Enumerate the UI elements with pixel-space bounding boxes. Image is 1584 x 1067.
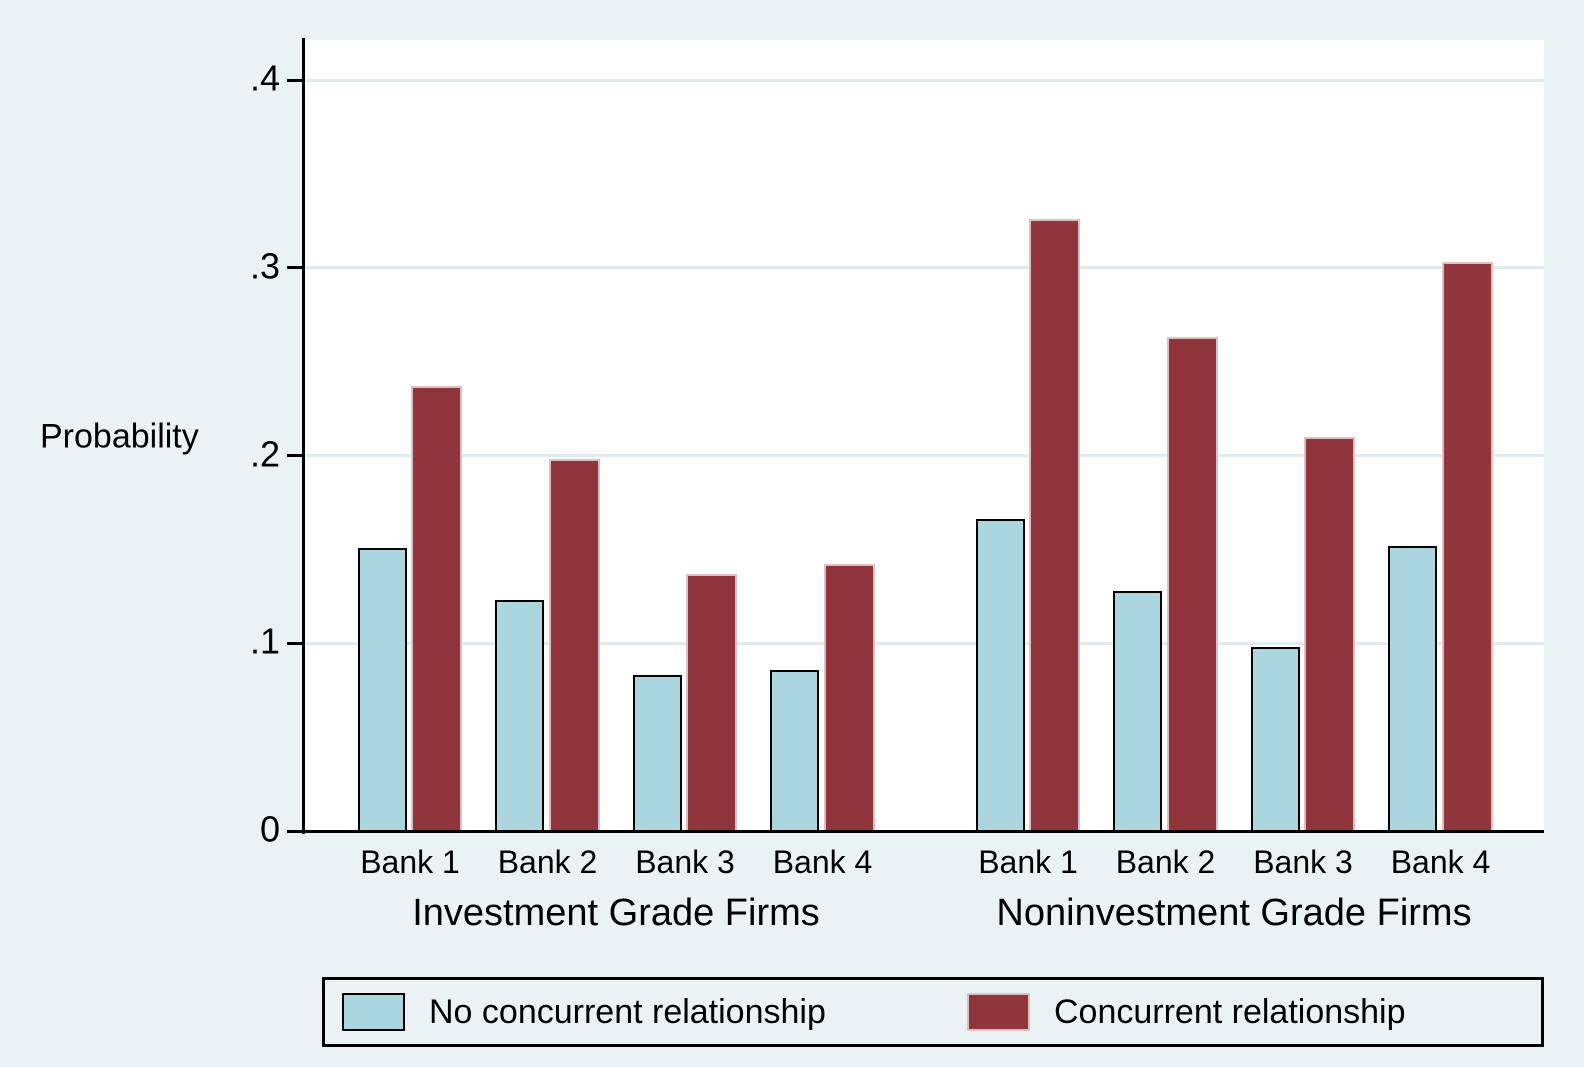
y-axis-title: Probability xyxy=(40,417,199,456)
bank-label: Bank 2 xyxy=(1115,844,1216,880)
bar-no-concurrent xyxy=(770,669,819,831)
bar-concurrent xyxy=(411,386,462,831)
bank-label: Bank 3 xyxy=(635,844,735,880)
bank-label: Bank 4 xyxy=(1390,844,1491,880)
bar-no-concurrent xyxy=(495,600,544,831)
y-tick-label: .4 xyxy=(249,57,280,99)
group-label-noninvestment: Noninvestment Grade Firms xyxy=(996,892,1472,934)
y-tick xyxy=(287,454,303,457)
legend-label-concurrent: Concurrent relationship xyxy=(1054,993,1406,1031)
bar-concurrent xyxy=(548,459,600,831)
bar-no-concurrent xyxy=(632,675,682,831)
y-tick xyxy=(287,266,303,270)
gridline xyxy=(305,78,1544,82)
bar-concurrent xyxy=(686,573,737,831)
bar-no-concurrent xyxy=(1113,590,1162,831)
bar-no-concurrent xyxy=(1250,647,1300,831)
bank-label: Bank 1 xyxy=(978,844,1078,880)
bar-no-concurrent xyxy=(1388,545,1437,831)
legend: No concurrent relationship Concurrent re… xyxy=(322,977,1544,1047)
bar-concurrent xyxy=(1029,218,1080,831)
bank-label: Bank 1 xyxy=(360,844,460,880)
legend-swatch-no-concurrent xyxy=(342,993,405,1031)
y-tick-label: .1 xyxy=(249,620,280,662)
gridline xyxy=(305,454,1544,457)
y-tick-label: .2 xyxy=(249,432,280,474)
bar-no-concurrent xyxy=(357,547,407,831)
y-tick-label: .3 xyxy=(249,245,280,287)
legend-label-no-concurrent: No concurrent relationship xyxy=(429,993,826,1031)
gridline xyxy=(305,266,1544,270)
bar-concurrent xyxy=(1166,337,1218,831)
bar-no-concurrent xyxy=(975,519,1025,831)
x-axis-line xyxy=(302,830,1544,833)
y-tick xyxy=(287,78,303,82)
group-label-investment: Investment Grade Firms xyxy=(412,892,820,934)
bank-label: Bank 4 xyxy=(772,844,873,880)
bar-concurrent xyxy=(823,564,875,831)
bank-label: Bank 2 xyxy=(497,844,598,880)
y-tick xyxy=(287,829,303,833)
plot-area xyxy=(305,40,1544,831)
y-tick-label: 0 xyxy=(259,808,280,850)
y-tick xyxy=(287,641,303,645)
bar-concurrent xyxy=(1304,436,1355,831)
y-axis-line xyxy=(302,38,305,834)
gridline xyxy=(305,641,1544,645)
bar-concurrent xyxy=(1441,262,1493,831)
legend-swatch-concurrent xyxy=(967,993,1030,1031)
bank-label: Bank 3 xyxy=(1253,844,1353,880)
